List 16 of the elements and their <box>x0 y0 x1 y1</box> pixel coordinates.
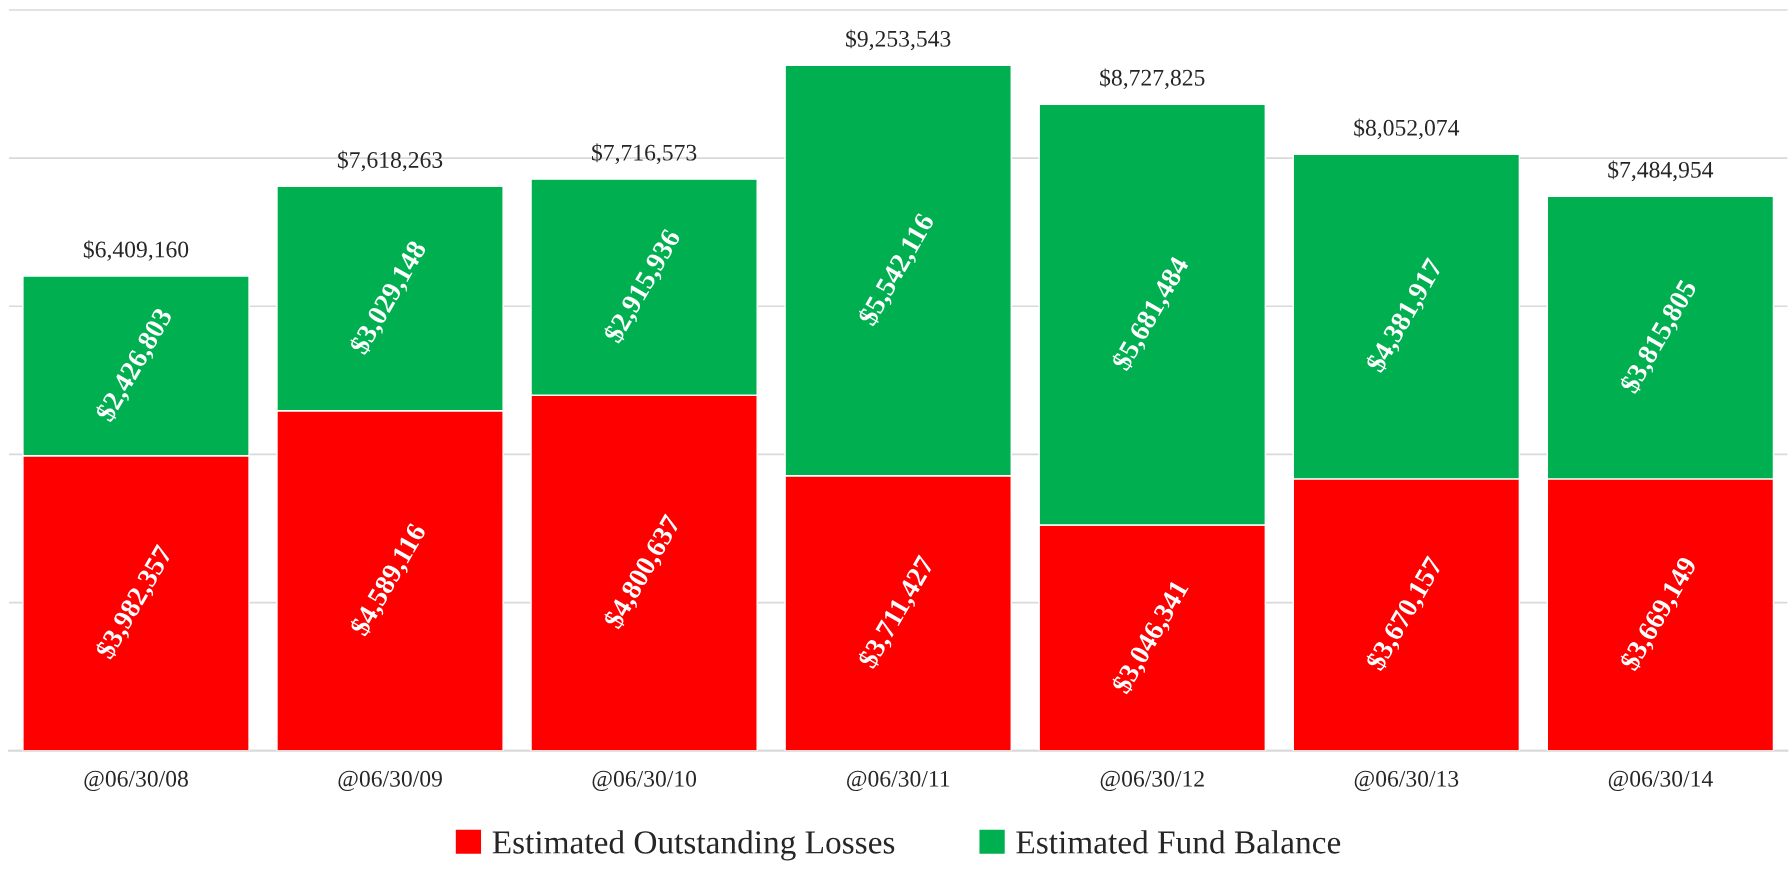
legend-label: Estimated Outstanding Losses <box>492 830 895 861</box>
x-tick-label: @06/30/09 <box>338 770 442 791</box>
x-tick-label: @06/30/13 <box>1354 770 1459 791</box>
total-label: $6,409,160 <box>83 240 189 261</box>
total-label: $8,052,074 <box>1354 118 1460 140</box>
total-label: $9,253,543 <box>846 29 951 51</box>
x-tick-label: @06/30/11 <box>847 770 950 791</box>
x-tick-label: @06/30/12 <box>1100 770 1204 791</box>
x-tick-label: @06/30/10 <box>592 770 697 791</box>
x-tick-label: @06/30/08 <box>84 770 188 791</box>
total-label: $7,484,954 <box>1608 160 1714 182</box>
x-tick-label: @06/30/14 <box>1608 770 1713 791</box>
legend-label: Estimated Fund Balance <box>1016 830 1341 854</box>
total-label: $7,618,263 <box>337 150 443 172</box>
total-label: $8,727,825 <box>1100 68 1205 90</box>
total-label: $7,716,573 <box>592 143 697 165</box>
